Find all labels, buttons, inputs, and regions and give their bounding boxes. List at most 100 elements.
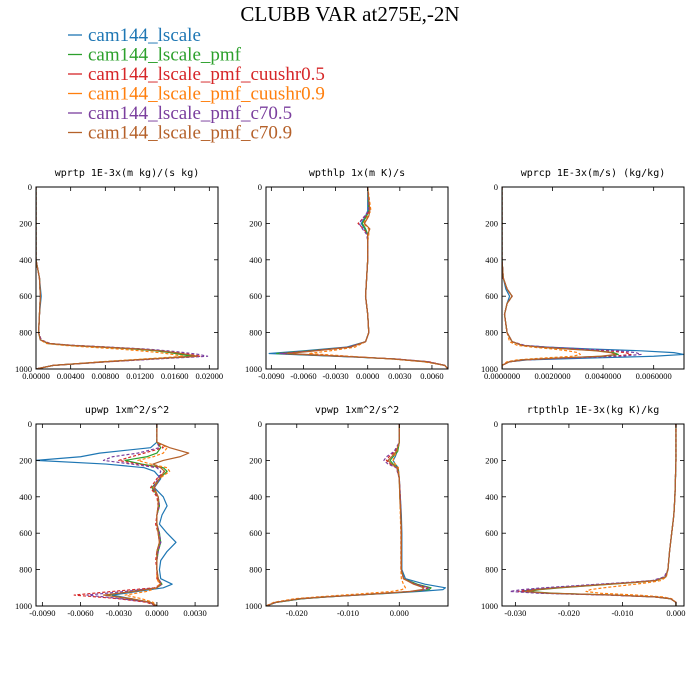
x-tick-label: 0.0060000 <box>636 371 672 381</box>
x-tick-label: 0.0000 <box>145 608 168 618</box>
x-tick-label: 0.02000 <box>196 371 224 381</box>
x-tick-label: 0.0030 <box>388 371 411 381</box>
series-line <box>266 424 425 606</box>
series-line <box>36 187 202 369</box>
y-tick-label: 0 <box>494 419 498 429</box>
panel-frame <box>265 186 449 370</box>
y-tick-label: 800 <box>19 565 32 575</box>
y-tick-label: 800 <box>19 328 32 338</box>
y-tick-label: 400 <box>485 255 498 265</box>
series-group <box>266 424 447 606</box>
series-group <box>36 187 209 369</box>
series-line <box>308 187 448 369</box>
panel: wpthlp 1x(m K)/s 0 200 400 600 800 1000-0.0090… <box>245 168 449 381</box>
y-tick-label: 200 <box>485 455 498 465</box>
panel-title: wpthlp 1x(m K)/s <box>309 168 405 179</box>
series-line <box>266 424 407 606</box>
y-tick-label: 600 <box>485 528 498 538</box>
y-tick-label: 1000 <box>15 601 32 611</box>
y-tick-label: 1000 <box>245 601 262 611</box>
series-group <box>509 424 677 606</box>
y-tick-label: 600 <box>19 528 32 538</box>
series-line <box>509 424 677 606</box>
series-line <box>36 187 193 369</box>
y-tick-label: 600 <box>249 528 262 538</box>
panel-frame <box>501 423 685 607</box>
panel-title: upwp 1xm^2/s^2 <box>85 405 169 416</box>
x-tick-label: 0.0030 <box>183 608 206 618</box>
series-line <box>502 187 632 369</box>
panel-title: wprcp 1E-3x(m/s) (kg/kg) <box>521 168 666 179</box>
series-line <box>266 424 447 606</box>
x-tick-label: -0.030 <box>504 608 526 618</box>
panel: upwp 1xm^2/s^2 0 200 400 600 800 1000-0.0090 -0… <box>15 405 219 618</box>
panel-frame <box>35 186 219 370</box>
y-tick-label: 0 <box>258 182 262 192</box>
panel: vpwp 1xm^2/s^2 0 200 400 600 800 1000 -0.020 -0.… <box>245 405 449 618</box>
series-line <box>276 187 448 369</box>
panel-frame <box>265 423 449 607</box>
series-line <box>102 424 190 606</box>
y-tick-label: 0 <box>494 182 498 192</box>
x-tick-label: 0.0000 <box>356 371 379 381</box>
x-tick-label: -0.0090 <box>29 608 55 618</box>
y-tick-label: 200 <box>249 455 262 465</box>
y-tick-label: 800 <box>485 565 498 575</box>
series-line <box>124 424 171 606</box>
panel-title: wprtp 1E-3x(m kg)/(s kg) <box>55 168 200 179</box>
panel-title: vpwp 1xm^2/s^2 <box>315 405 399 416</box>
legend-entry: cam144_lscale <box>88 25 201 46</box>
panel: rtpthlp 1E-3x(kg K)/kg02004006008001000-… <box>481 405 686 618</box>
x-tick-label: -0.0060 <box>290 371 316 381</box>
series-line <box>528 424 677 606</box>
legend: cam144_lscalecam144_lscale_pmfcam144_lsc… <box>68 25 325 144</box>
series-line <box>520 424 677 606</box>
series-line <box>268 187 448 369</box>
series-group <box>36 424 190 606</box>
x-tick-label: 0.0040000 <box>585 371 621 381</box>
series-line <box>86 424 163 606</box>
legend-entry: cam144_lscale_pmf_cuushr0.9 <box>88 84 325 105</box>
series-line <box>286 187 448 369</box>
x-tick-label: -0.010 <box>611 608 633 618</box>
y-tick-label: 1000 <box>481 601 498 611</box>
x-tick-label: 0.000 <box>666 608 685 618</box>
x-tick-label: -0.020 <box>286 608 308 618</box>
x-tick-label: 0.0020000 <box>534 371 570 381</box>
series-line <box>502 187 619 369</box>
series-group <box>502 187 684 369</box>
y-tick-label: 200 <box>19 455 32 465</box>
legend-entry: cam144_lscale_pmf_c70.9 <box>88 123 292 144</box>
series-group <box>268 187 448 369</box>
y-tick-label: 400 <box>249 255 262 265</box>
y-tick-label: 0 <box>258 419 262 429</box>
x-tick-label: -0.0090 <box>258 371 284 381</box>
y-tick-label: 200 <box>249 218 262 228</box>
x-tick-label: 0.01200 <box>126 371 154 381</box>
series-line <box>36 187 197 369</box>
x-tick-label: 0.01600 <box>161 371 189 381</box>
series-line <box>73 424 166 606</box>
y-tick-label: 400 <box>485 492 498 502</box>
y-tick-label: 0 <box>28 182 32 192</box>
y-tick-label: 0 <box>28 419 32 429</box>
series-line <box>502 187 617 369</box>
y-tick-label: 400 <box>19 255 32 265</box>
y-tick-label: 1000 <box>245 364 262 374</box>
x-tick-label: -0.0060 <box>67 608 93 618</box>
y-tick-label: 600 <box>485 291 498 301</box>
chart-title: CLUBB VAR at275E,-2N <box>240 2 459 26</box>
series-line <box>517 424 677 606</box>
x-tick-label: -0.020 <box>558 608 580 618</box>
series-line <box>502 187 684 369</box>
legend-entry: cam144_lscale_pmf <box>88 45 242 66</box>
x-tick-label: 0.00000 <box>22 371 50 381</box>
y-tick-label: 600 <box>19 291 32 301</box>
legend-entry: cam144_lscale_pmf_cuushr0.5 <box>88 64 325 85</box>
panel: wprcp 1E-3x(m/s) (kg/kg) 0 200 400 600 800 100… <box>481 168 685 381</box>
x-tick-label: -0.0030 <box>106 608 132 618</box>
x-tick-label: 0.00800 <box>92 371 120 381</box>
panel-frame <box>501 186 685 370</box>
x-tick-label: 0.00400 <box>57 371 85 381</box>
y-tick-label: 400 <box>19 492 32 502</box>
